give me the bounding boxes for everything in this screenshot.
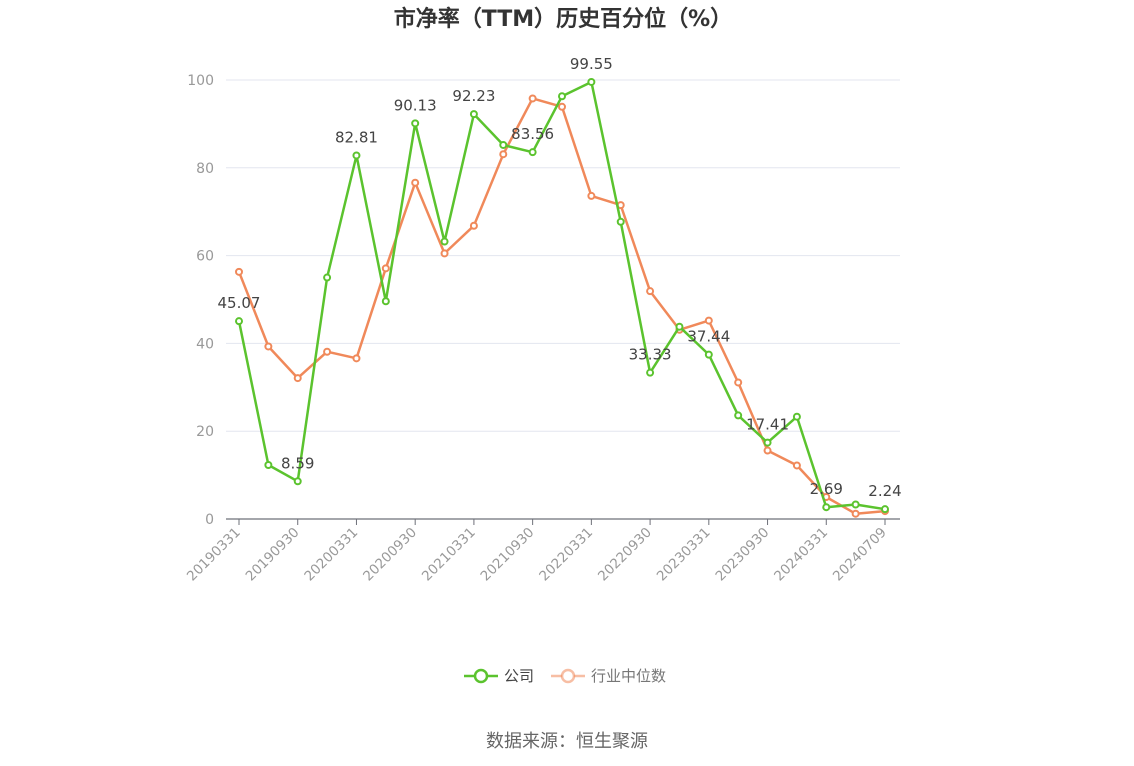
series-line (237, 97, 886, 515)
y-tick-label: 40 (196, 336, 214, 352)
x-tick-label: 20210930 (478, 525, 538, 585)
y-tick-label: 80 (196, 161, 214, 177)
data-point[interactable] (704, 350, 713, 359)
data-label: 45.07 (218, 294, 261, 312)
y-axis: 0 20 40 60 80 100 (187, 73, 214, 528)
x-tick-label: 20220331 (536, 525, 596, 585)
data-point[interactable] (499, 150, 508, 159)
x-tick-label: 20200930 (360, 525, 420, 585)
source-note: 数据来源：恒生聚源 (486, 731, 648, 752)
x-tick-label: 20240331 (771, 525, 831, 585)
data-point[interactable] (235, 267, 243, 276)
legend-item-industry-median[interactable]: 行业中位数 (551, 667, 666, 685)
data-point[interactable] (587, 191, 596, 200)
data-point[interactable] (264, 342, 273, 351)
x-tick-label: 20220930 (595, 525, 655, 585)
data-point[interactable] (528, 94, 537, 103)
data-point[interactable] (763, 438, 772, 447)
data-point[interactable] (264, 461, 273, 470)
data-point[interactable] (440, 237, 449, 246)
data-point[interactable] (675, 322, 684, 331)
data-label: 92.23 (452, 87, 495, 105)
data-point[interactable] (646, 368, 655, 377)
y-tick-label: 0 (205, 512, 214, 528)
data-point[interactable] (851, 500, 860, 509)
data-point[interactable] (734, 411, 743, 420)
data-point[interactable] (469, 110, 478, 119)
x-tick-label: 20200331 (301, 525, 361, 585)
legend[interactable]: 公司 行业中位数 (464, 667, 666, 685)
data-point[interactable] (587, 77, 596, 86)
data-label: 17.41 (746, 416, 789, 434)
data-labels: 45.07 8.59 82.81 90.13 92.23 83.56 99.55 33.33 3… (218, 55, 902, 500)
grid (226, 79, 900, 432)
data-point[interactable] (411, 119, 420, 128)
data-label: 90.13 (394, 96, 437, 114)
data-point[interactable] (851, 509, 860, 518)
data-point[interactable] (469, 221, 478, 230)
data-label: 99.55 (570, 55, 613, 73)
y-tick-label: 60 (196, 249, 214, 265)
x-tick-label: 20230331 (654, 525, 714, 585)
series-layer (235, 77, 889, 518)
x-tick-label: 20240709 (830, 525, 890, 585)
data-label: 2.69 (810, 480, 843, 498)
data-point[interactable] (792, 461, 801, 470)
data-label: 8.59 (281, 454, 314, 472)
data-point[interactable] (411, 178, 420, 187)
data-label: 83.56 (511, 125, 554, 143)
data-point[interactable] (381, 297, 390, 306)
data-point[interactable] (528, 148, 537, 157)
data-label: 82.81 (335, 128, 378, 146)
x-axis: 2019033120190930202003312020093020210331… (184, 518, 900, 585)
data-point[interactable] (881, 505, 889, 514)
data-point[interactable] (734, 378, 743, 387)
data-point[interactable] (440, 249, 449, 258)
x-tick-label: 20230930 (712, 525, 772, 585)
legend-company-marker (473, 668, 489, 684)
chart-title: 市净率（TTM）历史百分位（%） (394, 6, 732, 32)
data-point[interactable] (235, 317, 243, 326)
data-point[interactable] (558, 92, 566, 101)
data-point[interactable] (822, 503, 831, 512)
data-point[interactable] (293, 374, 302, 383)
data-point[interactable] (352, 354, 361, 363)
data-point[interactable] (646, 287, 655, 296)
y-tick-label: 20 (196, 424, 214, 440)
data-point[interactable] (323, 273, 332, 282)
x-tick-label: 20210331 (419, 525, 479, 585)
legend-company-label: 公司 (504, 667, 534, 685)
x-tick-label: 20190930 (243, 525, 303, 585)
series-company (235, 77, 889, 514)
data-label: 37.44 (687, 328, 730, 346)
series-industry-median (235, 94, 889, 518)
data-point[interactable] (499, 140, 508, 149)
legend-industry-label: 行业中位数 (591, 667, 666, 685)
data-point[interactable] (792, 412, 801, 421)
y-tick-label: 100 (187, 73, 214, 89)
data-point[interactable] (704, 316, 713, 325)
legend-industry-marker (560, 668, 576, 684)
data-point[interactable] (323, 347, 332, 356)
data-point[interactable] (558, 102, 566, 111)
data-point[interactable] (352, 151, 361, 160)
data-point[interactable] (763, 446, 772, 455)
data-point[interactable] (293, 477, 302, 486)
data-label: 2.24 (868, 482, 901, 500)
data-point[interactable] (381, 264, 390, 273)
x-tick-label: 20190331 (184, 525, 244, 585)
data-label: 33.33 (629, 346, 672, 364)
data-point[interactable] (616, 217, 625, 226)
legend-item-company[interactable]: 公司 (464, 667, 534, 685)
